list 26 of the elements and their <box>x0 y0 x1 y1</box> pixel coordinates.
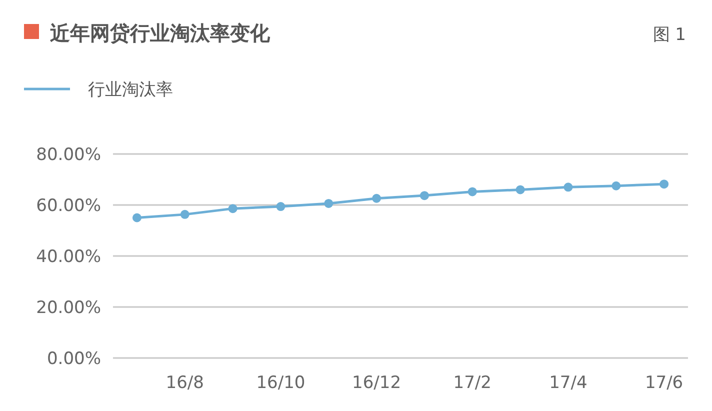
x-tick-label: 16/10 <box>256 373 306 393</box>
chart-title: 近年网贷行业淘汰率变化 <box>49 21 271 45</box>
x-tick-label: 16/12 <box>352 373 402 393</box>
point <box>564 182 573 192</box>
y-tick-label: 0.00% <box>46 349 101 369</box>
point <box>228 204 238 214</box>
caption: 图 1 <box>652 25 686 45</box>
x-tick-label: 17/2 <box>453 373 492 393</box>
y-tick-label: 60.00% <box>36 196 101 216</box>
legend-label: 行业淘汰率 <box>88 80 173 100</box>
y-tick-label: 80.00% <box>36 145 101 165</box>
point <box>612 181 621 190</box>
point <box>276 202 286 212</box>
point <box>324 198 334 208</box>
point <box>132 213 142 222</box>
point <box>516 185 525 194</box>
point <box>180 210 190 219</box>
x-tick-label: 17/6 <box>644 373 684 393</box>
y-tick-label: 20.00% <box>36 298 101 318</box>
x-tick-label: 16/8 <box>166 373 204 393</box>
point <box>420 191 429 200</box>
x-tick-label: 17/4 <box>549 373 588 393</box>
point <box>660 180 669 189</box>
y-tick-label: 40.00% <box>36 247 101 267</box>
point <box>468 187 477 196</box>
point <box>372 194 382 203</box>
